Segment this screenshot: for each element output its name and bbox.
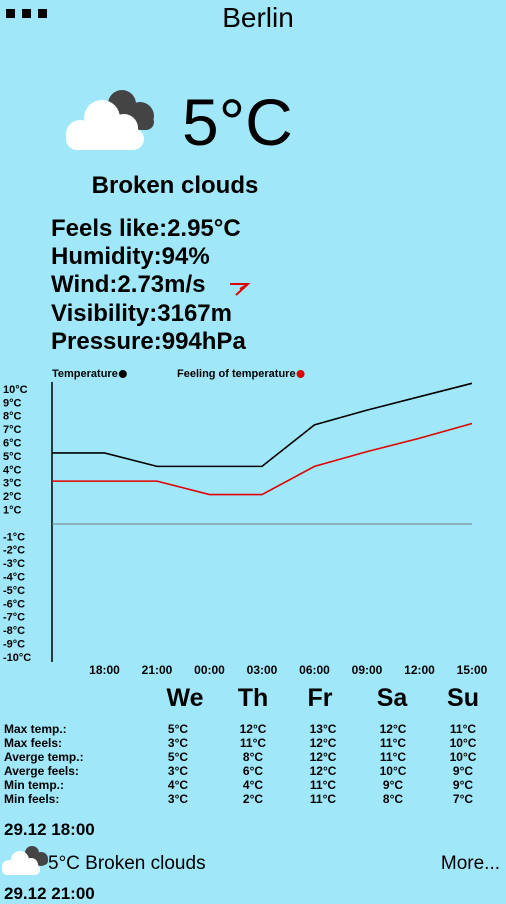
x-tick-label: 09:00 — [352, 663, 383, 677]
y-tick-label: -4°C — [3, 572, 25, 584]
row-value: 11°C — [379, 736, 407, 750]
y-tick-label: -10°C — [3, 652, 31, 664]
city-name: Berlin — [222, 2, 294, 33]
y-tick-label: 7°C — [3, 424, 22, 436]
weather-description: Broken clouds — [91, 172, 259, 199]
y-tick-label: 2°C — [3, 491, 22, 503]
y-tick-label: 6°C — [3, 438, 22, 450]
forecast-table: We Th Fr Sa Su Max temp.: 5°C 12°C 13°C 12°C 11°C M… — [0, 680, 506, 810]
row-value: 3°C — [167, 764, 189, 778]
y-tick-label: 3°C — [3, 478, 22, 490]
row-value: 9°C — [452, 764, 474, 778]
day-name: Su — [447, 684, 479, 712]
row-value: 8°C — [382, 792, 404, 806]
hour-weather-icon — [2, 846, 48, 875]
y-tick-label: 10°C — [3, 384, 28, 396]
feels-like: Feels like:2.95°C — [51, 215, 241, 242]
row-value: 7°C — [452, 792, 474, 806]
y-tick-label: -2°C — [3, 545, 25, 557]
row-value: 9°C — [382, 778, 404, 792]
x-tick-label: 15:00 — [457, 663, 488, 677]
row-label: Min feels: — [4, 792, 60, 806]
legend-label: Feeling of temperature — [177, 368, 296, 380]
hour-time: 29.12 21:00 — [4, 884, 95, 903]
x-tick-label: 03:00 — [247, 663, 278, 677]
y-tick-label: -9°C — [3, 639, 25, 651]
y-tick-label: -6°C — [3, 598, 25, 610]
row-label: Max temp.: — [4, 722, 67, 736]
humidity: Humidity:94% — [51, 243, 210, 270]
hour-summary: 5°C Broken clouds — [48, 853, 206, 874]
y-tick-label: 1°C — [3, 505, 22, 517]
more-link[interactable]: More... — [440, 853, 500, 874]
row-value: 4°C — [167, 778, 189, 792]
row-value: 9°C — [452, 778, 474, 792]
y-tick-label: -7°C — [3, 612, 25, 624]
row-value: 4°C — [242, 778, 264, 792]
y-tick-label: -3°C — [3, 558, 25, 570]
row-value: 8°C — [242, 750, 264, 764]
day-name: Sa — [376, 684, 408, 712]
row-label: Averge temp.: — [4, 750, 84, 764]
weather-icon — [66, 90, 154, 150]
visibility: Visibility:3167m — [51, 300, 232, 327]
x-tick-label: 21:00 — [142, 663, 173, 677]
wind: Wind:2.73m/s — [51, 271, 206, 298]
legend-dot — [118, 370, 127, 378]
day-name: We — [166, 684, 204, 712]
legend-label: Temperature — [52, 368, 118, 380]
y-tick-label: 4°C — [3, 464, 22, 476]
row-value: 10°C — [449, 736, 477, 750]
row-value: 12°C — [309, 736, 337, 750]
row-value: 12°C — [379, 722, 407, 736]
row-value: 10°C — [449, 750, 477, 764]
hour-time: 29.12 18:00 — [4, 820, 95, 839]
row-label: Max feels: — [4, 736, 63, 750]
y-tick-label: 5°C — [3, 451, 22, 463]
row-value: 3°C — [167, 792, 189, 806]
row-value: 5°C — [167, 722, 189, 736]
row-label: Averge feels: — [4, 764, 79, 778]
legend-dot — [296, 370, 305, 378]
y-tick-label: -5°C — [3, 585, 25, 597]
row-value: 3°C — [167, 736, 189, 750]
series-line — [52, 422, 473, 496]
menu-button[interactable] — [6, 9, 58, 21]
y-tick-label: -8°C — [3, 625, 25, 637]
row-value: 5°C — [167, 750, 189, 764]
row-label: Min temp.: — [4, 778, 64, 792]
row-value: 11°C — [449, 722, 477, 736]
row-value: 10°C — [379, 764, 407, 778]
current-temperature: 5°C — [182, 85, 293, 159]
row-value: 11°C — [309, 792, 337, 806]
row-value: 13°C — [309, 722, 337, 736]
y-tick-label: -1°C — [3, 531, 25, 543]
row-value: 6°C — [242, 764, 264, 778]
x-tick-label: 18:00 — [89, 663, 120, 677]
y-tick-label: 9°C — [3, 397, 22, 409]
row-value: 11°C — [309, 778, 337, 792]
row-value: 12°C — [309, 764, 337, 778]
row-value: 2°C — [242, 792, 264, 806]
day-name: Th — [237, 684, 269, 712]
day-name: Fr — [307, 684, 333, 712]
pressure: Pressure:994hPa — [51, 328, 246, 355]
series-line — [52, 382, 473, 468]
row-value: 11°C — [379, 750, 407, 764]
wind-direction-arrow — [230, 283, 251, 296]
row-value: 12°C — [239, 722, 267, 736]
row-value: 11°C — [239, 736, 267, 750]
x-tick-label: 06:00 — [299, 663, 330, 677]
y-tick-label: 8°C — [3, 411, 22, 423]
x-tick-label: 00:00 — [194, 663, 225, 677]
temperature-chart: Temperature Feeling of temperature 10°C9°C… — [3, 368, 488, 677]
row-value: 12°C — [309, 750, 337, 764]
x-tick-label: 12:00 — [404, 663, 435, 677]
